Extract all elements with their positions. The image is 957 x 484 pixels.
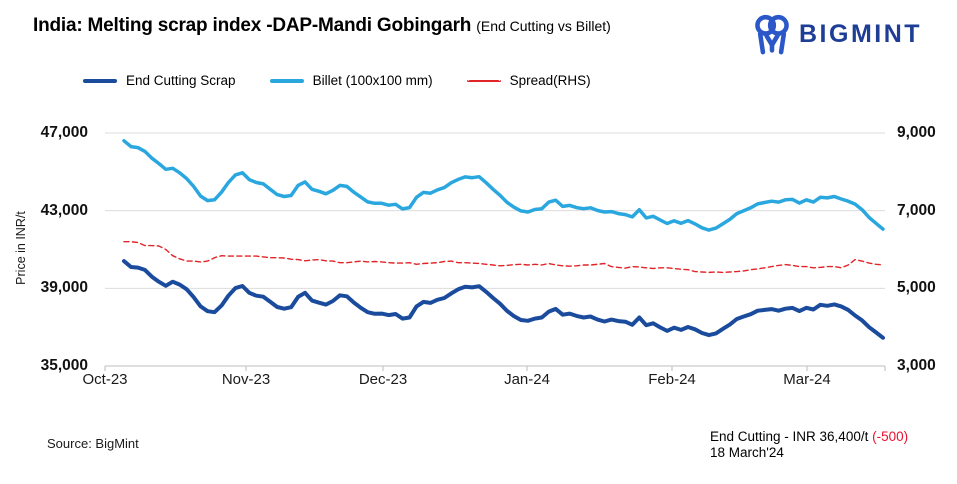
x-axis-tick-label: Oct-23 <box>82 371 128 388</box>
brand-name: BIGMINT <box>799 19 923 48</box>
x-axis-tick-label: Mar-24 <box>783 371 831 388</box>
x-axis-tick-label: Feb-24 <box>648 371 696 388</box>
chart-legend: End Cutting Scrap Billet (100x100 mm) Sp… <box>83 73 625 88</box>
end-cutting-line-swatch-icon <box>83 78 117 83</box>
annotation-date: 18 March'24 <box>710 445 784 460</box>
annotation-change: (-500) <box>872 429 909 444</box>
chart-title-row: India: Melting scrap index -DAP-Mandi Go… <box>33 15 611 37</box>
brand-logo: BIGMINT <box>752 11 922 57</box>
annotation-main: End Cutting - INR 36,400/t <box>710 429 873 444</box>
left-axis-tick-label: 47,000 <box>40 124 88 141</box>
left-axis-tick-label: 35,000 <box>40 357 88 374</box>
legend-label: End Cutting Scrap <box>126 73 236 88</box>
right-axis-tick-label: 9,000 <box>897 124 936 141</box>
x-axis-tick-label: Dec-23 <box>358 371 408 388</box>
page-title: India: Melting scrap index -DAP-Mandi Go… <box>33 15 472 36</box>
series-spread-rhs <box>123 241 884 274</box>
legend-label: Billet (100x100 mm) <box>312 73 433 88</box>
series-end-cutting-scrap <box>122 259 885 340</box>
billet-line-swatch-icon <box>269 78 304 83</box>
right-axis-tick-label: 5,000 <box>897 279 936 297</box>
legend-item-end-cutting: End Cutting Scrap <box>83 73 236 88</box>
left-axis-tick-label: 43,000 <box>40 201 88 219</box>
bigmint-m-icon <box>755 14 789 55</box>
x-axis-tick-label: Jan-24 <box>504 371 550 388</box>
right-axis-tick-label: 7,000 <box>897 201 936 219</box>
left-axis-tick-label: 39,000 <box>40 279 88 297</box>
latest-price-annotation: End Cutting - INR 36,400/t (-500) 18 Mar… <box>710 429 908 461</box>
legend-item-spread: Spread(RHS) <box>466 73 591 88</box>
x-axis-tick-label: Nov-23 <box>221 371 271 388</box>
source-note: Source: BigMint <box>47 436 139 451</box>
legend-item-billet: Billet (100x100 mm) <box>269 73 433 88</box>
series-billet-100x100-mm <box>122 139 885 232</box>
left-axis-title: Price in INR/t <box>14 211 28 285</box>
spread-dashed-swatch-icon <box>466 79 501 82</box>
legend-label: Spread(RHS) <box>509 73 591 88</box>
right-axis-tick-label: 3,000 <box>897 357 936 374</box>
page-subtitle: (End Cutting vs Billet) <box>476 18 611 34</box>
